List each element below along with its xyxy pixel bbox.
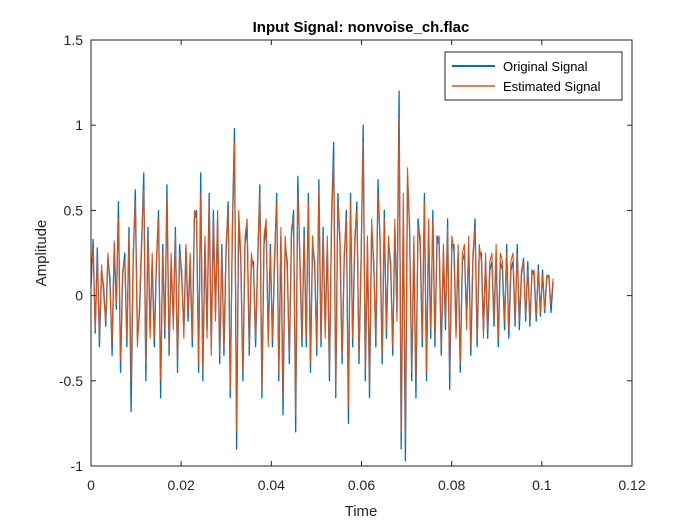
x-tick-label: 0.06: [348, 477, 375, 493]
legend-box: [444, 51, 623, 101]
plot-area: 0 0.02 0.04 0.06 0.08 0.1 0.12 -1 -0.5 0 0.5 1 1.5 Or…: [59, 32, 646, 493]
x-tick-label: 0.04: [258, 477, 285, 493]
y-tick-label: 0: [75, 288, 83, 304]
y-axis-label: Amplitude: [33, 220, 50, 287]
legend-entry: Original Signal: [503, 59, 588, 74]
x-tick-label: 0.1: [532, 477, 552, 493]
x-tick-label: 0.12: [618, 477, 645, 493]
series-line-estimated: [90, 117, 554, 441]
x-tick-label: 0: [87, 477, 95, 493]
chart-title: Input Signal: nonvoise_ch.flac: [253, 19, 470, 36]
y-tick-label: 1: [75, 117, 83, 133]
legend-entry: Estimated Signal: [503, 79, 601, 94]
x-tick-label: 0.02: [168, 477, 195, 493]
y-tick-label: -0.5: [59, 373, 83, 389]
x-axis-label: Time: [345, 503, 378, 520]
y-tick-label: -1: [71, 458, 84, 474]
y-tick-label: 1.5: [64, 32, 84, 48]
y-tick-label: 0.5: [64, 202, 84, 218]
x-tick-label: 0.08: [438, 477, 465, 493]
